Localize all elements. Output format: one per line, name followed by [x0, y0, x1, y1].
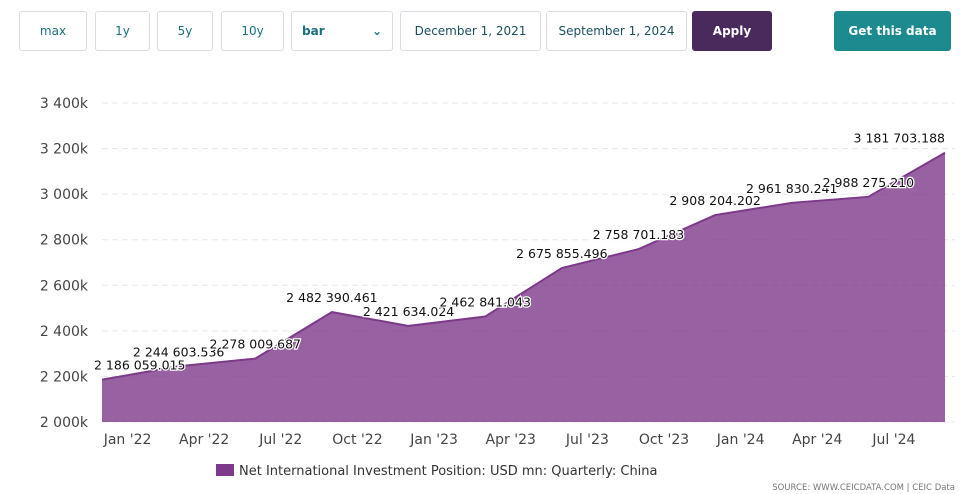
get-data-button[interactable]: Get this data [834, 11, 951, 51]
x-tick-label: Oct '22 [332, 432, 382, 448]
legend-label: Net International Investment Position: U… [239, 464, 658, 479]
range-button[interactable]: max [19, 11, 87, 51]
legend-swatch [216, 464, 234, 476]
data-label: 2 675 855.496 [516, 246, 607, 261]
chart-type-select[interactable]: bar ⌄ [291, 11, 393, 51]
select-value: bar [302, 24, 325, 38]
source: SOURCE: WWW.CEICDATA.COM | CEIC Data [772, 483, 955, 493]
range-button[interactable]: 10y [221, 11, 284, 51]
x-tick-label: Jan '22 [103, 432, 152, 448]
x-tick-label: Jul '22 [258, 432, 302, 448]
apply-button[interactable]: Apply [692, 11, 772, 51]
date-to[interactable]: September 1, 2024 [546, 11, 687, 51]
y-tick-label: 3 200k [40, 142, 89, 158]
x-tick-label: Apr '22 [179, 432, 229, 448]
x-tick-label: Jul '23 [565, 432, 609, 448]
data-label: 2 908 204.202 [669, 193, 760, 208]
y-tick-label: 2 400k [40, 324, 89, 340]
data-label: 2 244 603.536 [133, 344, 224, 359]
data-label: 2 988 275.210 [823, 175, 914, 190]
data-label: 2 758 701.183 [593, 227, 684, 242]
x-tick-label: Jul '24 [871, 432, 915, 448]
area [102, 152, 945, 423]
y-tick-label: 2 800k [40, 233, 89, 249]
data-label: 2 421 634.024 [363, 304, 454, 319]
x-tick-label: Oct '23 [639, 432, 689, 448]
x-tick-label: Apr '24 [792, 432, 842, 448]
y-tick-label: 2 000k [40, 415, 89, 431]
x-tick-label: Apr '23 [486, 432, 536, 448]
data-label: 2 186 059.015 [94, 358, 185, 373]
data-label: 2 278 009.687 [210, 337, 301, 352]
x-tick-label: Jan '24 [716, 432, 765, 448]
x-tick-label: Jan '23 [409, 432, 458, 448]
data-label: 2 462 841.043 [439, 295, 530, 310]
date-from[interactable]: December 1, 2021 [400, 11, 541, 51]
data-label: 3 181 703.188 [854, 131, 945, 146]
y-tick-label: 3 400k [40, 96, 89, 112]
y-tick-label: 2 600k [40, 278, 89, 294]
select-arrow: ⌄ [371, 24, 382, 38]
y-tick-label: 2 200k [40, 369, 89, 385]
data-label: 2 482 390.461 [286, 290, 377, 305]
range-button[interactable]: 5y [157, 11, 213, 51]
y-tick-label: 3 000k [40, 187, 89, 203]
range-button[interactable]: 1y [95, 11, 150, 51]
data-label: 2 961 830.241 [746, 181, 837, 196]
line [101, 151, 946, 381]
